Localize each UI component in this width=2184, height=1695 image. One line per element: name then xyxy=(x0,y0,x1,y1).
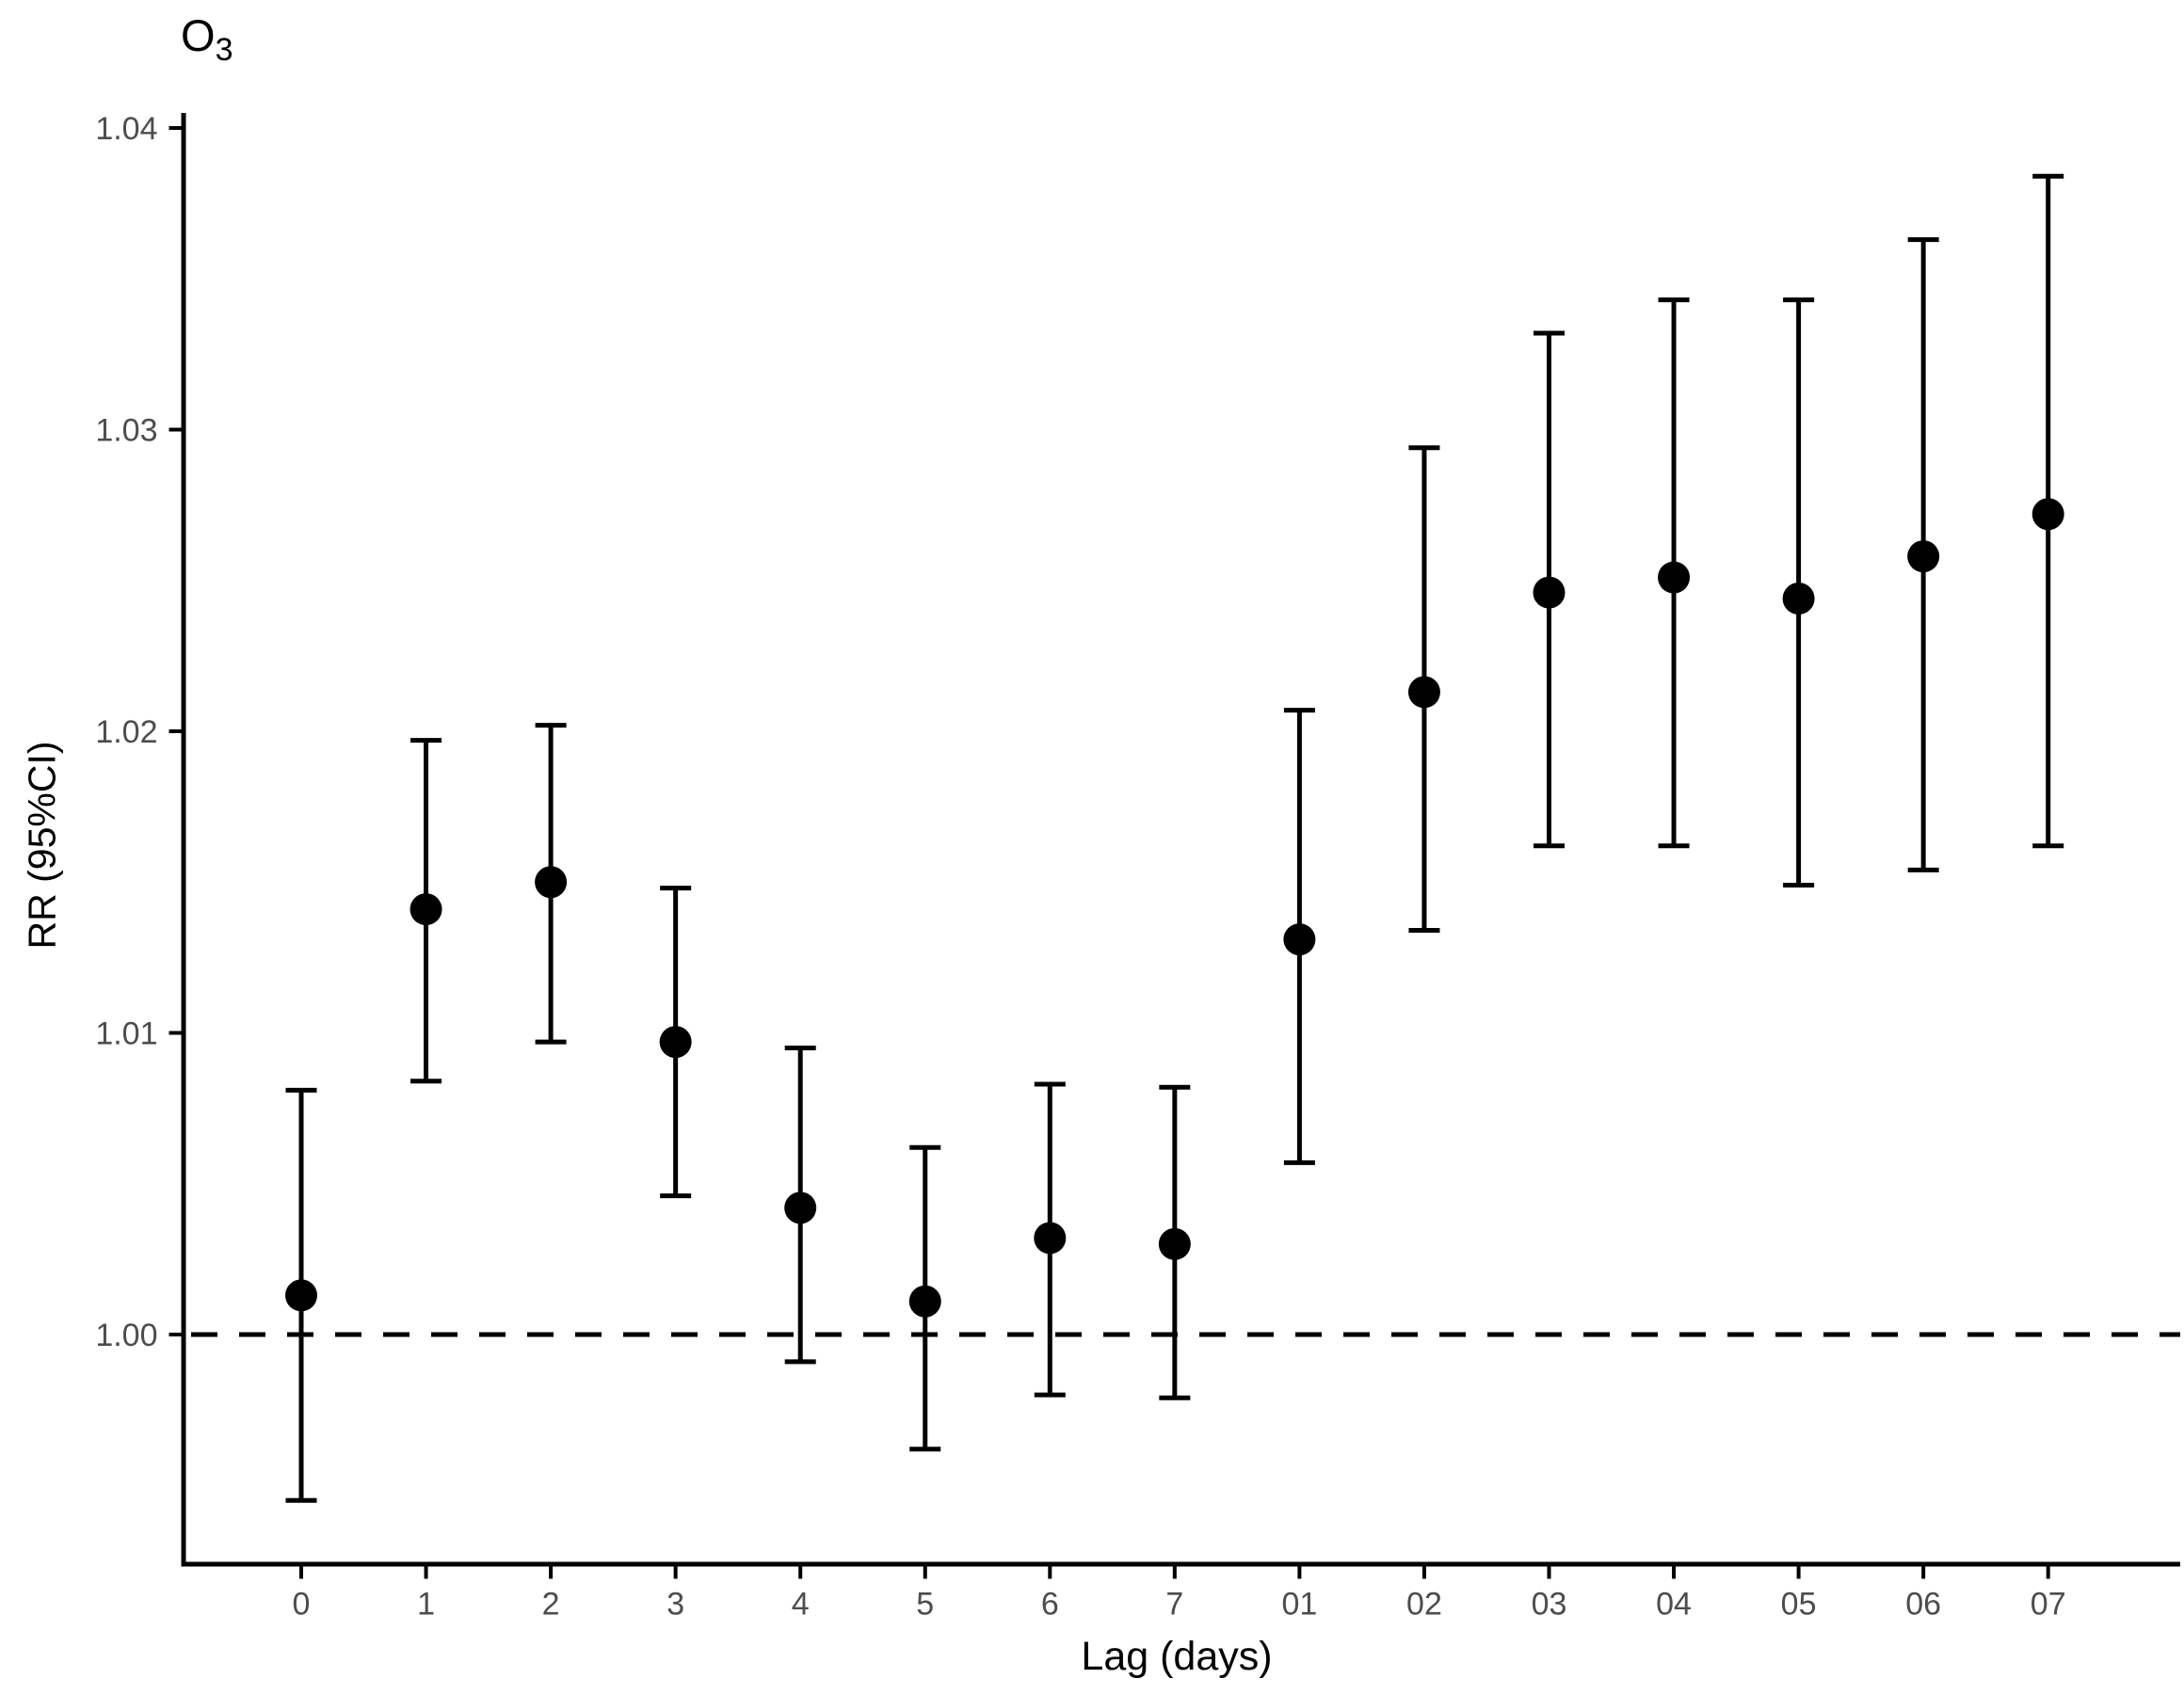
y-axis-title: RR (95%CI) xyxy=(20,741,64,950)
data-point xyxy=(410,893,442,926)
data-point xyxy=(1034,1222,1067,1255)
data-point xyxy=(285,1279,317,1312)
x-axis-title: Lag (days) xyxy=(1081,1634,1273,1679)
data-point xyxy=(1907,540,1940,573)
x-axis-tick-label: 07 xyxy=(2031,1587,2066,1623)
y-axis-tick-label: 1.01 xyxy=(95,1015,157,1051)
x-axis-tick-label: 0 xyxy=(293,1587,311,1623)
data-point xyxy=(1533,576,1566,609)
x-axis-tick-label: 6 xyxy=(1041,1587,1059,1623)
y-axis-tick-label: 1.04 xyxy=(95,111,157,147)
x-axis-tick-label: 7 xyxy=(1165,1587,1183,1623)
x-axis-tick-label: 1 xyxy=(417,1587,435,1623)
x-axis-tick-label: 4 xyxy=(792,1587,810,1623)
x-axis-tick-label: 3 xyxy=(666,1587,684,1623)
y-axis-tick-label: 1.03 xyxy=(95,412,157,448)
chart-title: O3 xyxy=(181,9,233,66)
data-point xyxy=(1158,1227,1191,1260)
x-axis-tick-label: 06 xyxy=(1905,1587,1941,1623)
y-axis-tick-label: 1.02 xyxy=(95,714,157,750)
x-axis-tick-label: 04 xyxy=(1656,1587,1692,1623)
data-point xyxy=(1782,582,1815,615)
x-axis-tick-label: 01 xyxy=(1281,1587,1317,1623)
x-axis-tick-label: 02 xyxy=(1406,1587,1442,1623)
data-point xyxy=(659,1026,692,1059)
data-point xyxy=(908,1285,941,1318)
data-point xyxy=(535,866,568,899)
chart-title-subscript: 3 xyxy=(215,32,233,68)
data-point xyxy=(1283,923,1316,956)
y-axis-tick-label: 1.00 xyxy=(95,1318,157,1353)
x-axis-tick-label: 03 xyxy=(1532,1587,1567,1623)
data-point xyxy=(784,1191,817,1224)
chart-title-main: O xyxy=(181,10,216,60)
x-axis-tick-label: 5 xyxy=(916,1587,934,1623)
x-axis-tick-label: 2 xyxy=(542,1587,560,1623)
x-axis-tick-label: 05 xyxy=(1781,1587,1817,1623)
data-point xyxy=(1407,676,1440,709)
data-point xyxy=(2031,498,2064,531)
data-point xyxy=(1658,561,1691,594)
